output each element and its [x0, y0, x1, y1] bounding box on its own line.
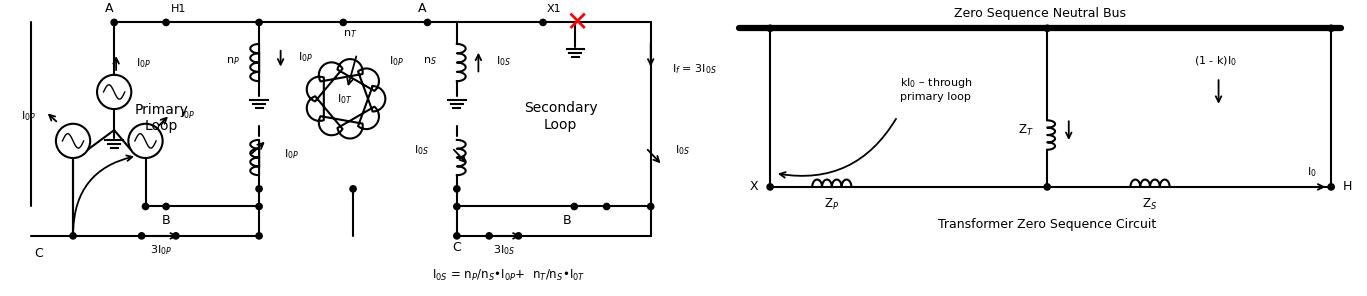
Text: I$_0$: I$_0$ [1307, 165, 1316, 179]
Circle shape [256, 186, 262, 192]
Text: H: H [1342, 181, 1352, 193]
Circle shape [256, 203, 262, 210]
Circle shape [767, 25, 774, 31]
Circle shape [350, 186, 357, 192]
Circle shape [256, 233, 262, 239]
Text: n$_P$: n$_P$ [226, 56, 239, 67]
Text: Z$_S$: Z$_S$ [1143, 197, 1158, 212]
Text: I$_{0S}$: I$_{0S}$ [675, 143, 690, 157]
Circle shape [767, 184, 774, 190]
Circle shape [256, 19, 262, 25]
Text: A: A [105, 2, 113, 15]
Text: I$_f$ = 3I$_{0S}$: I$_f$ = 3I$_{0S}$ [673, 62, 718, 76]
Text: Zero Sequence Neutral Bus: Zero Sequence Neutral Bus [954, 7, 1126, 20]
Text: C: C [452, 241, 461, 254]
Circle shape [172, 233, 179, 239]
Text: I$_{0P}$: I$_{0P}$ [388, 55, 403, 68]
Text: I$_{0S}$: I$_{0S}$ [414, 143, 429, 157]
Text: I$_{0T}$: I$_{0T}$ [338, 92, 353, 106]
Circle shape [142, 203, 149, 210]
Circle shape [163, 203, 170, 210]
Text: Transformer Zero Sequence Circuit: Transformer Zero Sequence Circuit [938, 218, 1156, 231]
Text: X: X [749, 181, 759, 193]
Circle shape [540, 19, 547, 25]
Text: A: A [418, 2, 427, 15]
Text: (1 - k)I$_0$: (1 - k)I$_0$ [1195, 55, 1237, 68]
Text: I$_{0P}$: I$_{0P}$ [21, 110, 36, 123]
Circle shape [424, 19, 431, 25]
Circle shape [163, 19, 170, 25]
Text: H1: H1 [171, 4, 186, 14]
Circle shape [111, 19, 118, 25]
Text: Z$_P$: Z$_P$ [824, 197, 839, 212]
Text: n$_T$: n$_T$ [343, 28, 357, 40]
Text: 3I$_{0S}$: 3I$_{0S}$ [492, 244, 515, 258]
Circle shape [603, 203, 610, 210]
Circle shape [454, 233, 459, 239]
Circle shape [340, 19, 346, 25]
Text: I$_{0P}$: I$_{0P}$ [135, 56, 150, 70]
Text: 3I$_{0P}$: 3I$_{0P}$ [150, 244, 172, 258]
Text: I$_{0S}$ = n$_P$/n$_S$•I$_{0P}$+  n$_T$/n$_S$•I$_{0T}$: I$_{0S}$ = n$_P$/n$_S$•I$_{0P}$+ n$_T$/n… [432, 268, 585, 283]
Circle shape [70, 233, 77, 239]
Circle shape [138, 233, 145, 239]
Text: Z$_T$: Z$_T$ [1018, 123, 1033, 138]
Circle shape [1044, 25, 1050, 31]
Circle shape [1327, 184, 1334, 190]
Text: kI$_0$ – through
primary loop: kI$_0$ – through primary loop [901, 76, 973, 102]
Circle shape [1327, 25, 1334, 31]
Text: X1: X1 [547, 4, 562, 14]
Text: B: B [161, 214, 171, 227]
Circle shape [487, 233, 492, 239]
Circle shape [454, 203, 459, 210]
Text: Primary
Loop: Primary Loop [134, 103, 189, 133]
Text: n$_S$: n$_S$ [424, 56, 437, 67]
Text: ✕: ✕ [566, 9, 589, 37]
Text: C: C [34, 247, 42, 260]
Text: B: B [563, 214, 571, 227]
Circle shape [1044, 184, 1050, 190]
Text: Secondary
Loop: Secondary Loop [524, 101, 597, 131]
Circle shape [454, 186, 459, 192]
Circle shape [515, 233, 522, 239]
Text: I$_{0P}$: I$_{0P}$ [283, 147, 298, 160]
Text: I$_{0S}$: I$_{0S}$ [496, 55, 511, 68]
Circle shape [571, 203, 577, 210]
Circle shape [648, 203, 653, 210]
Text: I$_{0P}$: I$_{0P}$ [298, 50, 313, 64]
Text: I$_{0P}$: I$_{0P}$ [180, 107, 194, 121]
